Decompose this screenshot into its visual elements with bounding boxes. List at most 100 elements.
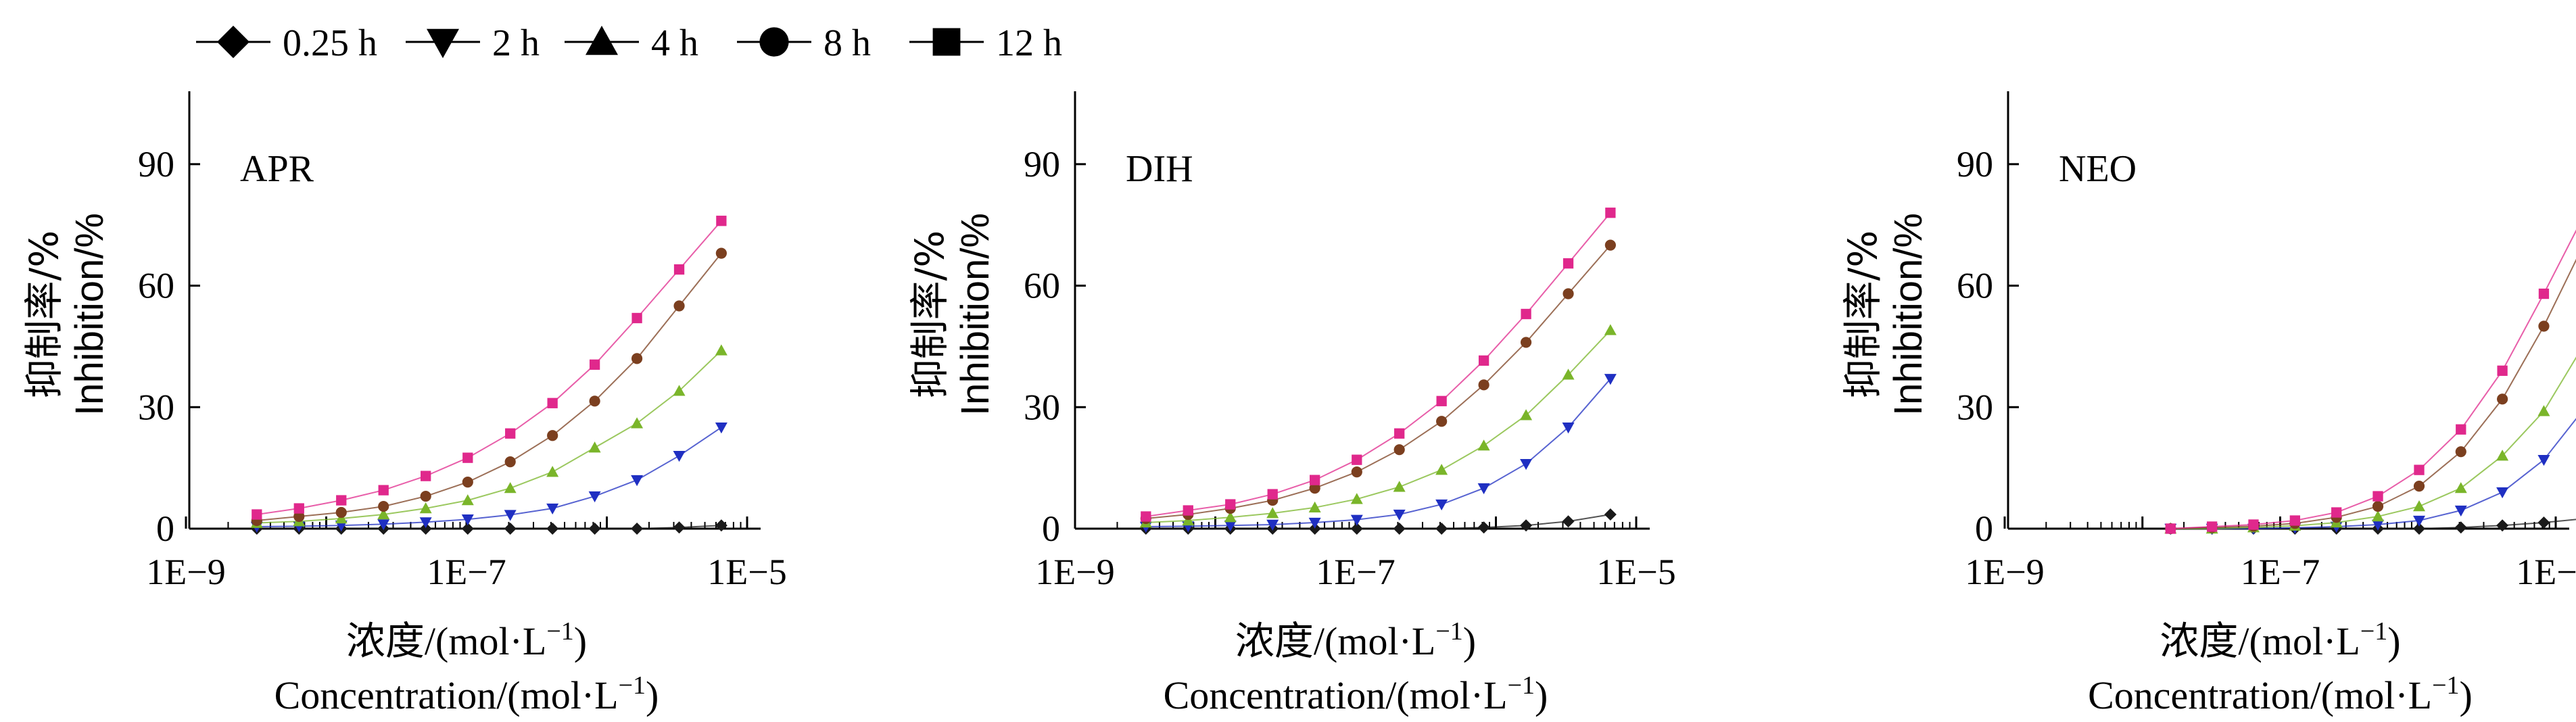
data-point — [1477, 521, 1490, 534]
x-tick-label: 1E−9 — [146, 552, 225, 592]
data-point — [673, 264, 685, 275]
panel-label: DIH — [1126, 148, 1193, 190]
data-point — [2331, 507, 2342, 518]
data-point — [1436, 416, 1448, 427]
x-tick-label: 1E−9 — [1035, 552, 1114, 592]
data-point — [1520, 409, 1533, 420]
x-axis-title-en: Concentration/(mol·L−1) — [2088, 671, 2473, 717]
data-point — [715, 344, 728, 356]
axis-title-main: Concentration/(mol·L — [2088, 673, 2432, 717]
data-point — [504, 456, 516, 468]
x-tick-label: 1E−5 — [1596, 552, 1675, 592]
axis-title-superscript: −1 — [2432, 671, 2459, 700]
data-point — [1605, 208, 1616, 218]
data-point — [2248, 519, 2259, 530]
data-point — [252, 509, 262, 520]
data-point — [546, 523, 559, 535]
legend-marker — [427, 28, 459, 58]
series-line — [1145, 514, 1611, 529]
y-tick-label: 30 — [1024, 387, 1060, 427]
y-axis-title-en: Inhibition/% — [1886, 213, 1930, 416]
data-point — [631, 475, 644, 487]
data-point — [378, 485, 389, 496]
data-point — [2454, 505, 2467, 517]
series-12-h — [252, 216, 727, 520]
series-12-h — [1141, 208, 1616, 522]
data-point — [1308, 517, 1321, 529]
data-point — [1266, 507, 1279, 519]
data-point — [461, 523, 474, 535]
data-point — [1183, 505, 1193, 516]
y-tick-label: 60 — [138, 266, 174, 306]
y-axis-title-cn: 抑制率/% — [1840, 231, 1886, 399]
data-point — [2413, 500, 2426, 512]
data-point — [2413, 480, 2425, 492]
x-axis-title-cn: 浓度/(mol·L−1) — [1235, 617, 1476, 663]
data-point — [1520, 337, 1532, 348]
data-point — [547, 430, 558, 441]
series-2-h — [2164, 418, 2576, 535]
chart-panel-apr: 0 30 60 90 1E−9 1E−7 1E−5 APR 抑制率/% Inhibition/% 浓… — [21, 91, 787, 717]
data-point — [461, 514, 474, 526]
data-point — [1477, 483, 1490, 495]
axis-title-close: ) — [2460, 673, 2473, 717]
data-point — [293, 503, 304, 514]
y-tick-label: 0 — [156, 508, 174, 549]
y-tick-label: 60 — [1957, 266, 1993, 306]
legend-item: 4 h — [565, 22, 698, 64]
data-point — [673, 385, 686, 396]
data-point — [1350, 514, 1363, 526]
series-line — [1145, 212, 1611, 517]
data-point — [1520, 458, 1533, 471]
series-line — [256, 220, 722, 515]
y-tick-label: 60 — [1024, 266, 1060, 306]
series-4-h — [1139, 324, 1617, 528]
y-tick-label: 0 — [1975, 508, 1993, 549]
data-point — [588, 523, 601, 535]
data-point — [2496, 450, 2509, 461]
axis-title-superscript: −1 — [2360, 617, 2387, 646]
data-point — [1477, 439, 1490, 451]
data-point — [588, 441, 601, 453]
series-0-25-h — [250, 519, 728, 535]
data-point — [1562, 515, 1575, 528]
axis-title-main: 浓度/(mol·L — [2160, 619, 2360, 663]
x-axis-title-en: Concentration/(mol·L−1) — [1164, 671, 1548, 717]
data-point — [631, 353, 643, 364]
data-point — [1393, 444, 1405, 456]
data-point — [336, 495, 347, 506]
data-point — [2372, 519, 2385, 531]
data-point — [2165, 523, 2176, 534]
data-point — [546, 466, 559, 477]
data-point — [1393, 523, 1406, 535]
data-point — [1351, 466, 1362, 478]
data-point — [716, 216, 727, 226]
legend-label: 0.25 h — [283, 22, 377, 64]
data-point — [2455, 446, 2466, 458]
data-point — [2496, 519, 2509, 532]
data-point — [1267, 489, 1278, 500]
y-axis-title-cn: 抑制率/% — [21, 231, 67, 399]
legend-marker — [759, 27, 789, 57]
data-point — [1435, 499, 1448, 511]
data-point — [588, 491, 601, 503]
axis-title-superscript: −1 — [619, 671, 646, 700]
data-point — [1521, 308, 1531, 320]
data-point — [419, 502, 432, 514]
series-line — [1145, 244, 1611, 519]
x-axis-title-cn: 浓度/(mol·L−1) — [346, 617, 587, 663]
series-0-25-h — [1139, 508, 1617, 535]
y-tick-label: 30 — [138, 387, 174, 427]
data-point — [421, 471, 431, 481]
data-point — [1309, 482, 1320, 494]
data-point — [504, 482, 517, 494]
axis-title-main: 浓度/(mol·L — [1235, 619, 1435, 663]
data-point — [1310, 475, 1320, 485]
panel-label: NEO — [2059, 148, 2137, 190]
axis-title-close: ) — [1463, 619, 1476, 663]
series-12-h — [2165, 229, 2576, 534]
x-axis-title-cn: 浓度/(mol·L−1) — [2160, 617, 2400, 663]
data-point — [2454, 482, 2467, 494]
data-point — [461, 494, 474, 506]
data-point — [2538, 320, 2550, 332]
